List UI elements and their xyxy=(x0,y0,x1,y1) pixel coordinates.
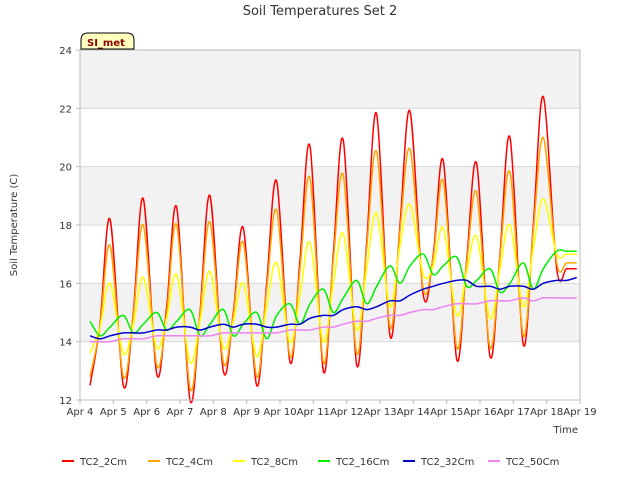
x-tick-label: Apr 6 xyxy=(133,407,160,418)
site-badge-label: SI_met xyxy=(87,38,125,49)
series-line-tc2_4cm xyxy=(89,136,577,392)
x-tick-label: Apr 11 xyxy=(297,407,330,418)
legend-label: TC2_4Cm xyxy=(165,457,213,468)
x-axis-label: Time xyxy=(553,425,578,436)
series-line-tc2_8cm xyxy=(89,198,577,364)
y-tick-label: 16 xyxy=(59,279,72,290)
x-tick-label: Apr 19 xyxy=(563,407,596,418)
x-tick-label: Apr 18 xyxy=(530,407,563,418)
legend: TC2_2Cm TC2_4Cm TC2_8Cm TC2_16Cm TC2_32Cm TC2… xyxy=(62,457,559,468)
x-tick-label: Apr 9 xyxy=(233,407,260,418)
site-badge: SI_met xyxy=(80,32,135,50)
series-line-tc2_32cm xyxy=(89,276,577,340)
x-tick-label: Apr 13 xyxy=(363,407,396,418)
y-axis-label: Soil Temperature (C) xyxy=(9,174,20,277)
x-tick-label: Apr 4 xyxy=(67,407,94,418)
y-tick-label: 24 xyxy=(59,46,72,57)
x-tick-label: Apr 5 xyxy=(100,407,127,418)
x-tick-label: Apr 14 xyxy=(397,407,430,418)
x-axis-ticks: Apr 4 Apr 5 Apr 6 Apr 7 Apr 8 Apr 9 Apr 10 Apr … xyxy=(67,400,597,418)
x-tick-label: Apr 10 xyxy=(263,407,296,418)
legend-label: TC2_16Cm xyxy=(335,457,389,468)
x-tick-label: Apr 15 xyxy=(430,407,463,418)
y-tick-label: 12 xyxy=(59,396,72,407)
x-tick-label: Apr 12 xyxy=(330,407,363,418)
x-tick-label: Apr 16 xyxy=(463,407,496,418)
y-tick-label: 20 xyxy=(59,163,72,174)
background-band xyxy=(80,166,580,225)
series-line-tc2_50cm xyxy=(89,296,577,343)
site-badge-box xyxy=(80,32,135,50)
legend-label: TC2_8Cm xyxy=(250,457,298,468)
y-tick-label: 18 xyxy=(59,221,72,232)
series-lines xyxy=(89,95,577,404)
legend-label: TC2_2Cm xyxy=(79,457,127,468)
legend-label: TC2_50Cm xyxy=(505,457,559,468)
x-tick-label: Apr 8 xyxy=(200,407,227,418)
x-tick-label: Apr 17 xyxy=(497,407,530,418)
y-tick-label: 22 xyxy=(59,104,72,115)
background-band xyxy=(80,50,580,109)
x-tick-label: Apr 7 xyxy=(167,407,194,418)
legend-label: TC2_32Cm xyxy=(420,457,474,468)
series-line-tc2_2cm xyxy=(89,95,577,404)
y-axis-ticks: 12 14 16 18 20 22 24 xyxy=(59,46,80,407)
chart-title: Soil Temperatures Set 2 xyxy=(243,4,398,19)
y-tick-label: 14 xyxy=(59,338,72,349)
